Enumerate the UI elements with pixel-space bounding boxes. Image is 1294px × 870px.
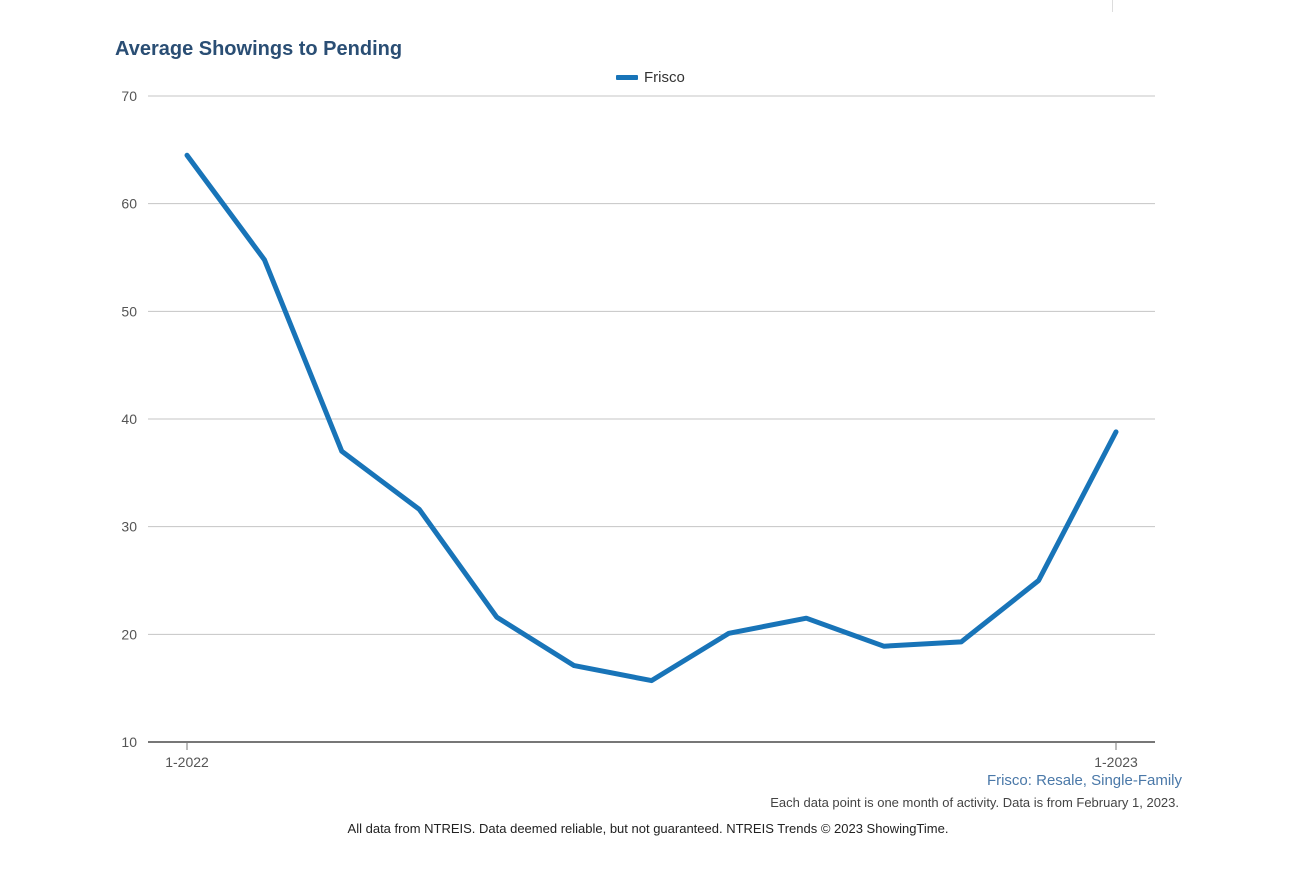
grid-lines (148, 95, 1155, 635)
data-point[interactable] (182, 150, 192, 160)
y-tick-label: 60 (121, 196, 137, 212)
axes: 10 20 30 40 50 60 70 1-2022 1-2023 (121, 88, 1155, 770)
legend-swatch-frisco (616, 74, 638, 80)
data-point[interactable] (724, 628, 734, 638)
data-point[interactable] (647, 676, 657, 686)
data-point[interactable] (956, 637, 966, 647)
y-tick-label: 40 (121, 411, 137, 427)
top-divider (1112, 0, 1113, 12)
legend-label-frisco: Frisco (644, 68, 685, 86)
footer-disclaimer: All data from NTREIS. Data deemed reliab… (0, 821, 1294, 836)
data-point[interactable] (337, 446, 347, 456)
data-note: Each data point is one month of activity… (770, 795, 1179, 810)
data-point[interactable] (492, 612, 502, 622)
chart-subtitle: Frisco: Resale, Single-Family (986, 772, 1182, 789)
data-point[interactable] (1034, 576, 1044, 586)
x-tick-label: 1-2022 (165, 754, 209, 770)
data-point[interactable] (1111, 427, 1121, 437)
y-tick-label: 70 (121, 88, 137, 104)
y-tick-label: 10 (121, 734, 137, 750)
data-point[interactable] (879, 641, 889, 651)
data-point[interactable] (569, 661, 579, 671)
legend[interactable]: Frisco (616, 68, 685, 86)
y-tick-label: 20 (121, 626, 137, 642)
series-layer (182, 150, 1121, 686)
data-point[interactable] (414, 504, 424, 514)
x-tick-label: 1-2023 (1094, 754, 1138, 770)
chart-title: Average Showings to Pending (115, 38, 403, 60)
footer-text: All data from NTREIS. Data deemed reliab… (347, 821, 949, 836)
y-tick-label: 50 (121, 303, 137, 319)
data-point[interactable] (259, 255, 269, 265)
y-tick-label: 30 (121, 519, 137, 535)
series-line-frisco[interactable] (184, 152, 1119, 684)
data-point[interactable] (801, 613, 811, 623)
